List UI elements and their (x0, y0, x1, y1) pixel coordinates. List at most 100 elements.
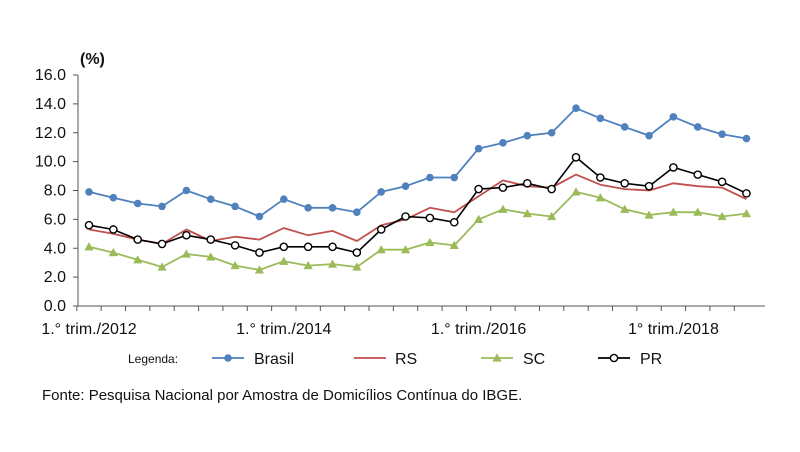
series-layer (84, 104, 752, 274)
data-point-pr (230, 241, 240, 250)
data-point-sc (400, 244, 411, 254)
data-point-pr (157, 239, 167, 249)
data-point-sc (108, 247, 118, 257)
data-point-brasil (158, 202, 166, 211)
data-point-pr (206, 235, 216, 244)
data-point-pr (717, 177, 727, 187)
y-tick-label: 2.0 (44, 269, 66, 286)
data-point-brasil (133, 199, 142, 208)
source-note: Fonte: Pesquisa Nacional por Amostra de … (42, 387, 523, 404)
data-point-pr (547, 184, 556, 194)
data-point-pr (352, 248, 362, 257)
data-point-sc (595, 193, 605, 202)
data-point-pr (133, 235, 142, 244)
data-point-pr (182, 230, 191, 240)
data-point-sc (668, 207, 679, 216)
legend-label-rs: RS (395, 351, 417, 368)
data-point-sc (620, 204, 630, 213)
data-point-sc (376, 244, 386, 254)
data-point-sc (327, 259, 338, 268)
data-point-pr (425, 213, 435, 223)
data-point-sc (425, 237, 435, 247)
data-point-sc (84, 242, 94, 251)
data-point-pr (279, 242, 289, 252)
data-point-brasil (328, 204, 337, 212)
data-point-brasil (182, 186, 191, 195)
legend-label-brasil: Brasil (254, 351, 294, 368)
data-point-sc (644, 210, 654, 219)
data-point-sc (522, 208, 532, 218)
x-tick-label: 1.° trim./2016 (431, 321, 526, 338)
data-point-pr (644, 181, 654, 191)
legend-marker-pr (609, 353, 619, 363)
data-point-brasil (596, 114, 605, 123)
data-point-brasil (450, 173, 459, 182)
data-point-pr (596, 173, 605, 182)
x-tick-label: 1° trim./2018 (628, 321, 719, 338)
data-point-brasil (85, 188, 93, 196)
data-point-pr (669, 163, 678, 172)
y-tick-label: 12.0 (35, 125, 66, 142)
data-point-brasil (499, 139, 507, 147)
x-tick-label: 1.° trim./2014 (236, 321, 331, 338)
data-point-brasil (718, 130, 726, 138)
data-point-brasil (742, 134, 751, 143)
data-point-brasil (523, 131, 532, 140)
data-point-brasil (353, 208, 361, 216)
series-brasil (85, 104, 751, 221)
legend-item-sc: SC (481, 351, 545, 368)
data-point-pr (109, 225, 118, 234)
y-tick-label: 6.0 (44, 211, 66, 228)
series-line-brasil (88, 107, 747, 218)
data-point-brasil (645, 131, 653, 140)
y-tick-label: 14.0 (35, 96, 66, 113)
legend-item-rs: RS (354, 351, 417, 368)
data-point-pr (328, 242, 337, 252)
data-point-sc (279, 256, 289, 265)
legend-marker-sc (492, 353, 502, 362)
legend-item-brasil: Brasil (212, 351, 294, 368)
chart-axes (73, 74, 765, 311)
data-point-pr (255, 248, 264, 257)
series-sc (84, 187, 752, 274)
data-point-sc (254, 265, 265, 274)
data-point-sc (547, 211, 557, 221)
y-tick-label: 16.0 (35, 67, 66, 84)
data-point-brasil (693, 123, 702, 131)
series-line-pr (88, 156, 747, 254)
data-point-brasil (377, 188, 386, 196)
data-point-pr (742, 189, 751, 198)
data-point-pr (376, 225, 386, 234)
legend: Legenda: Brasil RS SC PR (128, 351, 662, 368)
data-point-sc (571, 187, 581, 196)
y-tick-label: 10.0 (35, 154, 66, 171)
data-point-sc (157, 262, 167, 271)
data-point-pr (693, 170, 703, 179)
data-point-sc (693, 207, 703, 216)
data-point-sc (741, 208, 752, 218)
data-point-sc (133, 255, 143, 264)
y-tick-label: 8.0 (44, 183, 66, 200)
data-point-sc (206, 252, 216, 261)
data-point-pr (449, 217, 459, 227)
data-point-brasil (231, 202, 239, 211)
data-point-sc (303, 260, 313, 270)
data-point-pr (474, 184, 483, 194)
data-point-brasil (620, 123, 629, 131)
data-point-sc (230, 260, 240, 270)
data-point-brasil (206, 195, 215, 203)
data-point-pr (84, 220, 94, 230)
data-point-sc (473, 214, 484, 223)
data-point-brasil (304, 204, 312, 212)
data-point-brasil (401, 182, 410, 190)
data-point-brasil (426, 173, 434, 182)
data-point-brasil (255, 212, 264, 221)
series-line-sc (88, 190, 747, 271)
data-point-sc (181, 249, 192, 258)
data-point-brasil (669, 113, 678, 121)
data-point-sc (717, 211, 727, 221)
legend-title: Legenda: (128, 352, 178, 366)
data-point-pr (571, 152, 581, 162)
y-tick-labels: 0.0 2.0 4.0 6.0 8.0 10.0 12.0 14.0 16.0 (35, 67, 66, 315)
